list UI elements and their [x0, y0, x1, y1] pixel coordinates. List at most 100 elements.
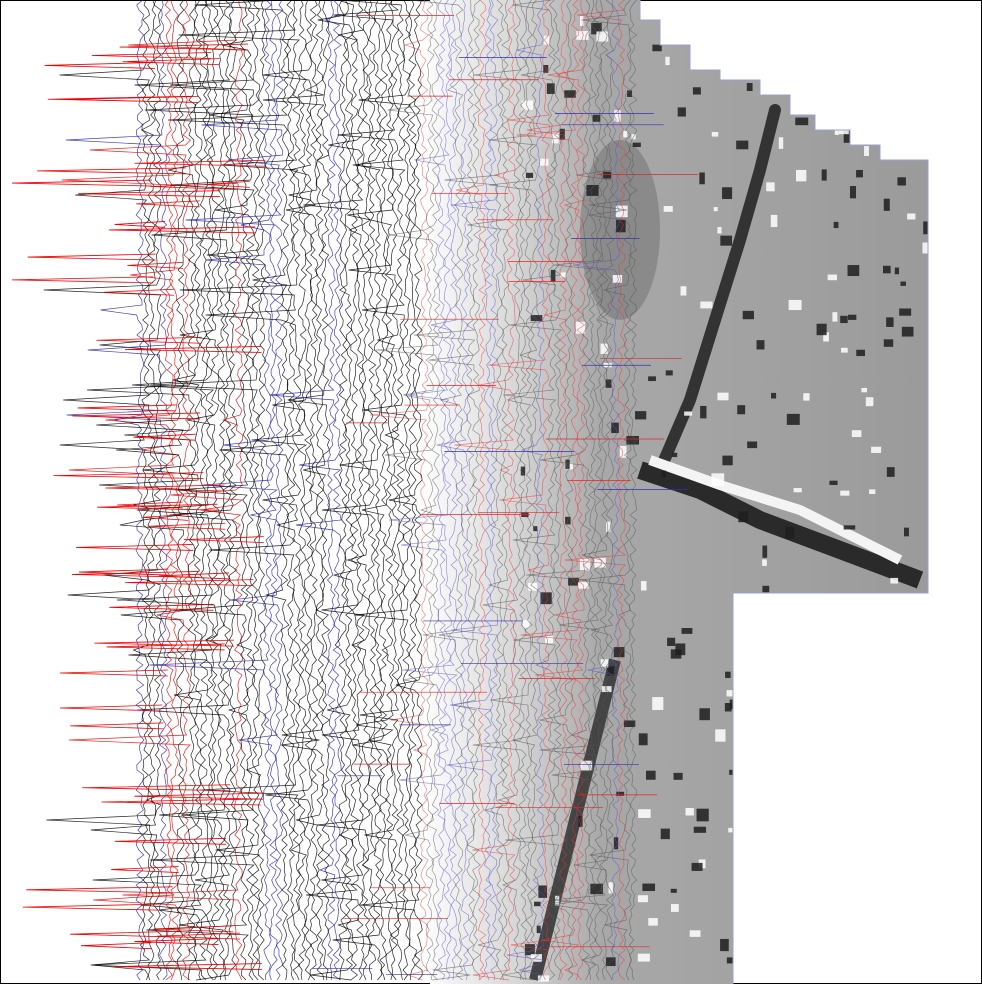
dark-spot [675, 643, 685, 655]
dark-spot [635, 411, 646, 419]
light-spot [711, 473, 724, 485]
dark-spot [671, 889, 677, 893]
dark-spot [848, 315, 856, 320]
dark-spot [904, 528, 909, 537]
dark-spot [900, 282, 905, 286]
light-spot [866, 397, 874, 406]
light-spot [861, 388, 867, 392]
dark-spot [642, 884, 655, 891]
dark-spot [844, 525, 856, 529]
dark-spot [856, 170, 863, 177]
dark-spot [648, 376, 656, 381]
dark-spot [897, 177, 905, 185]
light-spot [664, 206, 673, 212]
dark-spot [692, 863, 703, 871]
light-spot [832, 312, 837, 321]
dark-spot [720, 236, 732, 246]
dark-spot [840, 316, 847, 323]
dark-spot [883, 266, 891, 274]
dark-spot [614, 837, 618, 849]
light-spot [840, 491, 849, 496]
dark-spot [682, 628, 693, 634]
dark-spot [534, 902, 540, 907]
page: {} (() => { const data = JSON.parse(docu… [0, 0, 982, 984]
dark-spot [661, 471, 666, 478]
dark-spot [661, 829, 670, 840]
light-spot [641, 581, 646, 590]
light-spot [771, 215, 778, 227]
light-spot [712, 132, 718, 137]
dark-spot [884, 339, 893, 347]
light-spot [871, 447, 881, 453]
dark-spot [884, 199, 890, 211]
dark-spot [672, 453, 677, 457]
dark-spot [639, 733, 648, 745]
light-spot [700, 302, 712, 309]
dark-spot [579, 816, 583, 827]
light-spot [638, 954, 650, 962]
light-spot [852, 430, 862, 437]
light-spot [581, 761, 593, 771]
light-spot [685, 808, 693, 815]
light-spot [794, 488, 802, 492]
light-spot [717, 393, 728, 401]
dark-spot [738, 511, 748, 522]
dark-spot [771, 393, 776, 399]
dark-spot [699, 708, 710, 720]
dark-spot [895, 268, 899, 275]
light-spot [828, 275, 837, 281]
dark-spot [593, 115, 601, 122]
light-spot [638, 895, 648, 902]
light-spot [681, 286, 687, 295]
light-spot [652, 697, 663, 710]
dark-spot [757, 340, 765, 349]
light-spot [841, 348, 848, 353]
dark-spot [887, 467, 895, 477]
dark-spot [674, 773, 683, 780]
light-spot [762, 559, 767, 565]
light-spot [671, 904, 679, 912]
dark-spot [667, 638, 675, 646]
dark-spot [697, 809, 709, 822]
light-spot [715, 729, 725, 741]
dark-spot [693, 87, 701, 94]
light-spot [890, 578, 898, 584]
dark-spot [829, 481, 837, 485]
light-spot [690, 930, 701, 937]
dark-spot [678, 107, 686, 116]
light-spot [638, 809, 651, 818]
light-spot [560, 272, 566, 277]
dark-spot [787, 414, 800, 425]
dark-spot [736, 141, 748, 150]
dark-spot [850, 186, 856, 198]
light-spot [796, 170, 806, 181]
light-spot [528, 583, 537, 591]
light-spot [717, 227, 721, 233]
dark-spot [722, 456, 732, 466]
dark-spot [603, 172, 611, 179]
light-spot [665, 57, 669, 65]
light-spot [766, 182, 774, 191]
light-spot [684, 412, 692, 416]
dark-spot [795, 118, 808, 126]
light-spot [907, 213, 915, 219]
dark-spot [694, 827, 706, 833]
dark-spot [725, 672, 731, 678]
dark-spot [899, 309, 911, 316]
dark-spot [614, 647, 625, 657]
dark-spot [722, 187, 732, 199]
dark-spot [834, 222, 839, 228]
dark-spot [586, 185, 598, 196]
light-spot [540, 159, 548, 166]
dark-spot [762, 586, 769, 592]
dark-spot [785, 527, 794, 539]
dark-spot [747, 442, 757, 449]
dark-spot [720, 939, 729, 951]
light-spot [864, 146, 869, 156]
light-spot [727, 690, 734, 696]
dark-spot [902, 327, 914, 337]
light-spot [789, 300, 802, 310]
light-spot [714, 207, 718, 211]
light-spot [648, 918, 658, 926]
dark-spot [737, 405, 745, 414]
